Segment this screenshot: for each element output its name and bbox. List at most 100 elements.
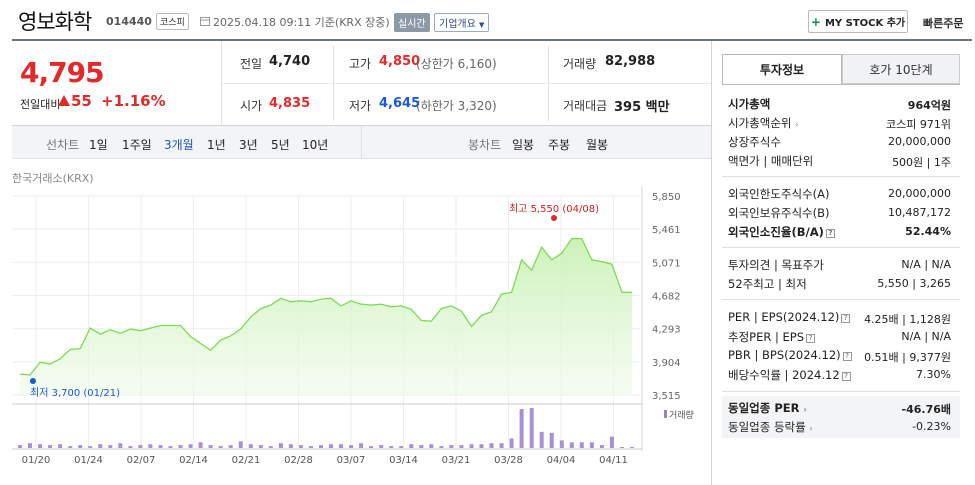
volume-bar <box>449 445 454 448</box>
help-icon[interactable]: ? <box>841 372 851 381</box>
industry-box <box>722 396 960 438</box>
foreign-hold-value: 10,487,172 <box>888 206 951 219</box>
divider <box>221 83 711 84</box>
volume-bar <box>198 442 203 448</box>
x-tick-label: 02/07 <box>127 455 156 466</box>
volume-value: 82,988 <box>605 54 656 69</box>
mystock-add-button[interactable]: + MY STOCK 추가 <box>808 10 908 33</box>
volume-bar <box>98 444 103 448</box>
company-name: 영보화학 <box>18 10 92 34</box>
y-tick-label: 3,515 <box>652 391 681 402</box>
volume-bar <box>389 446 394 448</box>
volume-bar <box>579 442 584 448</box>
volume-bar <box>48 445 53 448</box>
volume-bar <box>28 443 32 448</box>
tab-1year[interactable]: 1년 <box>207 138 226 152</box>
x-tick-label: 02/21 <box>232 455 261 466</box>
volume-bar <box>18 445 22 448</box>
tab-order-book[interactable]: 호가 10단계 <box>842 54 960 84</box>
volume-bar <box>509 438 514 448</box>
divider <box>361 126 362 159</box>
volume-bar <box>309 446 313 448</box>
header-divider <box>12 39 972 41</box>
divider <box>722 391 960 392</box>
x-tick-label: 04/04 <box>547 455 576 466</box>
cap-rank-value: 코스피 971위 <box>886 118 951 131</box>
line-chart-label: 선차트 <box>46 138 80 152</box>
volume-bar <box>599 445 604 448</box>
tab-1day[interactable]: 1일 <box>89 138 108 152</box>
volume-bar <box>38 444 43 448</box>
open-label: 시가 <box>240 99 263 113</box>
tab-monthly[interactable]: 월봉 <box>586 138 609 152</box>
up-arrow-icon <box>58 95 70 106</box>
min-marker <box>30 378 36 384</box>
volume-bar <box>620 447 624 448</box>
foreign-limit-label: 외국인한도주식수(A) <box>728 187 830 201</box>
help-icon[interactable]: ? <box>825 229 835 238</box>
volume-label: 거래량 <box>563 57 597 71</box>
divider <box>722 247 960 248</box>
y-tick-label: 5,071 <box>652 258 681 269</box>
x-tick-label: 03/21 <box>442 455 471 466</box>
right-panel <box>711 41 972 485</box>
volume-bar <box>288 444 293 448</box>
help-icon[interactable]: ? <box>841 314 851 323</box>
tab-weekly[interactable]: 주봉 <box>548 138 571 152</box>
volume-bar <box>409 444 414 448</box>
tab-3year[interactable]: 3년 <box>239 138 258 152</box>
realtime-badge[interactable]: 실시간 <box>394 13 430 32</box>
chevron-right-icon: › <box>809 424 813 433</box>
volume-bar <box>178 445 183 448</box>
volume-bar <box>609 436 614 448</box>
volume-legend-swatch <box>664 410 667 418</box>
volume-bar <box>429 444 434 448</box>
help-icon[interactable]: ? <box>842 352 852 361</box>
tab-10year[interactable]: 10년 <box>302 138 329 152</box>
calendar-icon <box>200 17 210 26</box>
volume-bar <box>268 446 273 448</box>
industry-rate-label[interactable]: 동일업종 등락률 › <box>728 420 813 434</box>
foreign-rate-label: 외국인소진율(B/A)? <box>728 224 835 240</box>
x-tick-label: 01/24 <box>74 455 103 466</box>
foreign-limit-value: 20,000,000 <box>888 187 951 200</box>
volume-bar <box>58 444 63 448</box>
tab-1week[interactable]: 1주일 <box>122 138 152 152</box>
help-icon[interactable]: ? <box>806 334 816 343</box>
tab-5year[interactable]: 5년 <box>271 138 290 152</box>
par-value: 500원 | 1주 <box>892 156 951 169</box>
tab-invest-info[interactable]: 투자정보 <box>722 54 842 84</box>
industry-per-label[interactable]: 동일업종 PER › <box>728 401 807 415</box>
high-value: 4,850 <box>379 54 421 69</box>
volume-bar <box>68 446 73 448</box>
volume-bar <box>499 443 504 448</box>
volume-bar <box>559 440 564 448</box>
quick-order-link[interactable]: 빠른주문 <box>923 17 964 30</box>
volume-bar <box>479 444 484 448</box>
tab-daily[interactable]: 일봉 <box>512 138 535 152</box>
volume-bar <box>188 444 193 448</box>
high-label: 고가 <box>349 57 372 71</box>
date-text: 2025.04.18 09:11 기준(KRX 장중) <box>213 16 390 29</box>
prev-close-label: 전일 <box>240 57 263 71</box>
max-marker <box>551 215 557 221</box>
x-tick-label: 02/28 <box>284 455 313 466</box>
company-overview-label: 기업개요 <box>439 19 476 30</box>
price-chart[interactable]: 5,850 5,461 5,071 4,682 4,293 3,904 3,515 01/20… <box>12 186 711 485</box>
chevron-right-icon: › <box>795 120 799 129</box>
chevron-right-icon: › <box>803 405 807 414</box>
divider <box>722 176 960 177</box>
company-overview-button[interactable]: 기업개요 ▼ <box>434 13 490 32</box>
week52-value: 5,550 | 3,265 <box>877 277 951 290</box>
volume-bar <box>208 445 213 448</box>
x-tick-label: 01/20 <box>22 455 51 466</box>
tab-3month[interactable]: 3개월 <box>164 138 194 152</box>
opinion-value: N/A | N/A <box>901 258 951 271</box>
volume-bar <box>459 445 464 448</box>
shares-value: 20,000,000 <box>888 135 951 148</box>
volume-legend-label: 거래량 <box>669 409 694 421</box>
volume-bar <box>519 409 524 448</box>
y-tick-label: 5,461 <box>652 225 681 236</box>
volume-bar <box>238 441 243 448</box>
x-tick-label: 04/11 <box>599 455 628 466</box>
